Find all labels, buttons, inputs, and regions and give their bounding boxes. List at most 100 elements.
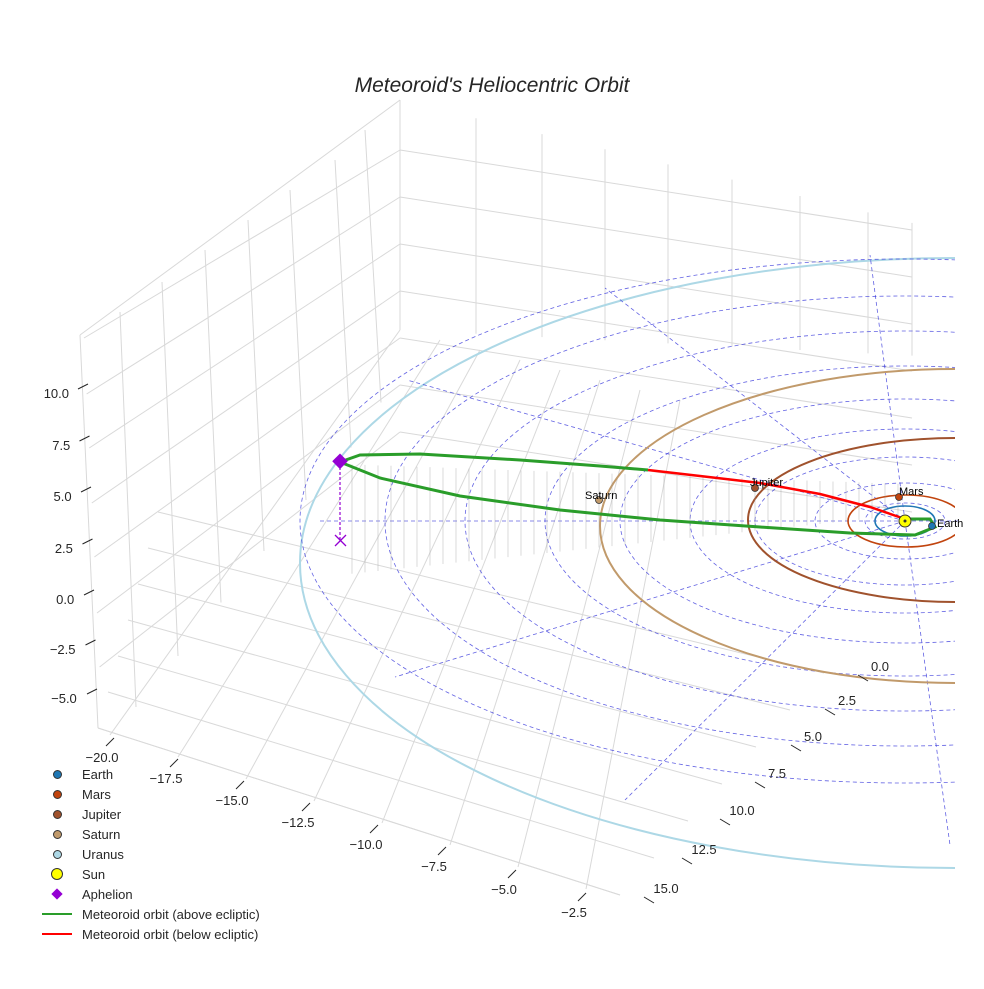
z-grid-line — [399, 196, 913, 278]
z-grid-line — [99, 431, 401, 668]
x-tick-label: −17.5 — [150, 771, 183, 786]
ecliptic-grid-radial — [604, 287, 906, 522]
x-tick — [437, 846, 447, 856]
saturn-orbit — [599, 368, 955, 684]
jupiter-point — [751, 484, 759, 492]
z-grid-line — [83, 149, 401, 339]
earth-label: Earth — [937, 518, 963, 530]
legend-label: Sun — [82, 866, 106, 882]
jupiter-label: Jupiter — [750, 477, 783, 489]
legend: Earth Mars Jupiter Saturn Uranus Sun Aphelion M… — [40, 764, 260, 944]
z-grid-line — [86, 196, 401, 395]
legend-marker — [52, 849, 62, 859]
ecliptic-grid-ring — [864, 502, 946, 540]
floor-grid-line — [449, 379, 601, 846]
ecliptic-grid-radial — [406, 379, 906, 522]
floor-grid-line — [127, 619, 723, 785]
y-tick — [643, 896, 655, 904]
legend-marker — [52, 829, 62, 839]
legend-marker — [52, 789, 62, 799]
z-grid-line — [88, 243, 401, 449]
z-grid-line — [399, 290, 913, 372]
meteoroid-orbit-above — [339, 452, 649, 472]
legend-marker — [52, 809, 62, 819]
z-tick — [77, 383, 89, 390]
y-tick — [824, 708, 836, 716]
floor-grid-line — [381, 369, 561, 824]
legend-swatch — [40, 864, 74, 884]
y-tick-label: 15.0 — [653, 881, 678, 896]
y-tick-label: 12.5 — [691, 842, 716, 857]
ecliptic-grid-ring — [689, 428, 955, 614]
y-tick-label: 0.0 — [871, 659, 889, 674]
mars-label: Mars — [899, 486, 924, 498]
x-tick — [369, 824, 379, 834]
legend-marker — [51, 888, 63, 900]
legend-label: Uranus — [82, 846, 124, 862]
legend-swatch — [40, 804, 74, 824]
legend-item: Saturn — [40, 824, 260, 844]
ecliptic-grid-ring — [299, 258, 955, 784]
ecliptic-grid-radial — [624, 520, 906, 801]
y-tick-label: 5.0 — [804, 729, 822, 744]
floor-grid-line — [107, 691, 655, 859]
box-edge — [79, 334, 99, 729]
legend-label: Jupiter — [82, 806, 122, 822]
z-tick-label: −5.0 — [51, 691, 77, 706]
aphelion-marker — [332, 453, 348, 470]
z-tick-label: −2.5 — [50, 642, 76, 657]
x-tick — [235, 780, 245, 790]
ecliptic-grid-radial — [869, 254, 906, 522]
x-tick — [301, 802, 311, 812]
z-grid-line — [399, 243, 913, 325]
z-tick-label: 0.0 — [56, 592, 74, 607]
z-grid-line — [399, 384, 913, 466]
uranus-orbit — [299, 257, 955, 869]
legend-swatch — [40, 824, 74, 844]
legend-swatch — [40, 784, 74, 804]
chart-title: Meteoroid's Heliocentric Orbit — [354, 74, 630, 97]
x-tick-label: −10.0 — [350, 837, 383, 852]
aphelion-projection-x — [334, 534, 347, 547]
z-grid-line — [91, 290, 401, 504]
legend-label: Meteoroid orbit (below ecliptic) — [82, 926, 259, 942]
z-tick-label: 2.5 — [55, 541, 73, 556]
left-grid-line — [334, 159, 352, 448]
jupiter-orbit — [747, 437, 955, 603]
legend-marker — [42, 913, 72, 915]
left-grid-line — [364, 129, 382, 403]
z-tick-label: 5.0 — [54, 489, 72, 504]
y-tick — [719, 818, 731, 826]
floor-grid-line — [157, 511, 825, 674]
ecliptic-grid-radial — [394, 520, 906, 678]
x-tick-label: −2.5 — [561, 905, 587, 920]
y-tick-label: 7.5 — [768, 766, 786, 781]
z-tick-label: 7.5 — [52, 438, 70, 453]
box-edge — [97, 727, 621, 896]
z-tick — [80, 486, 92, 493]
legend-label: Meteoroid orbit (above ecliptic) — [82, 906, 260, 922]
sun-center — [903, 519, 907, 523]
y-tick-label: 10.0 — [729, 803, 754, 818]
x-tick-label: −20.0 — [86, 750, 119, 765]
earth-point — [928, 522, 936, 530]
floor-grid-line — [517, 389, 641, 868]
legend-item: Meteoroid orbit (above ecliptic) — [40, 904, 260, 924]
floor-grid-line — [245, 349, 481, 780]
z-tick — [85, 639, 96, 646]
z-grid-line — [399, 149, 913, 231]
y-tick — [681, 857, 693, 865]
legend-marker — [51, 868, 63, 880]
floor-grid-line — [585, 399, 681, 890]
legend-item: Earth — [40, 764, 260, 784]
legend-label: Aphelion — [82, 886, 133, 902]
legend-item: Meteoroid orbit (below ecliptic) — [40, 924, 260, 944]
legend-swatch — [40, 764, 74, 784]
legend-item: Aphelion — [40, 884, 260, 904]
x-tick-label: −12.5 — [282, 815, 315, 830]
x-tick-label: −15.0 — [216, 793, 249, 808]
mars-orbit — [847, 494, 955, 548]
legend-item: Jupiter — [40, 804, 260, 824]
